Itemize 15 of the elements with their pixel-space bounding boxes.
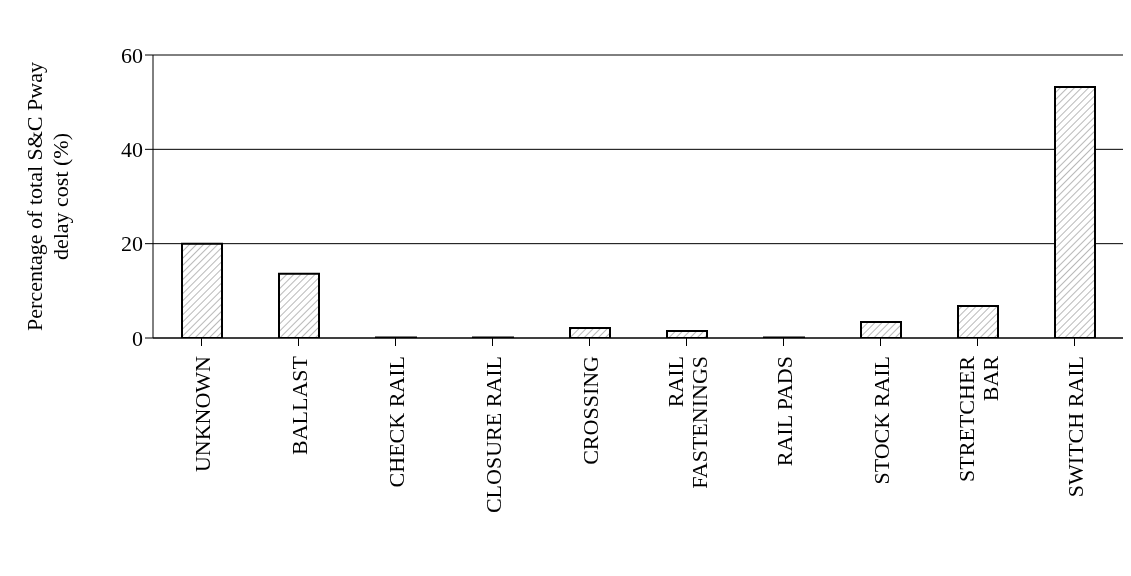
x-tick-label: STRETCHER BAR [953, 355, 1003, 482]
y-tick-label: 20 [121, 231, 143, 257]
x-tick-label: BALLAST [286, 355, 312, 455]
x-tick-label: SWITCH RAIL [1062, 356, 1088, 498]
y-tick-label: 40 [121, 137, 143, 163]
x-tick-label: STOCK RAIL [868, 356, 894, 485]
x-tick-label: RAIL FASTENINGS [662, 356, 712, 489]
x-tick-label: RAIL PADS [771, 356, 797, 467]
x-tick-label: UNKNOWN [189, 355, 215, 473]
y-axis-title: Percentage of total S&C Pway delay cost (%) [22, 62, 73, 331]
y-tick-label: 60 [121, 42, 143, 68]
x-tick-label: CHECK RAIL [383, 356, 409, 488]
y-tick-label: 0 [132, 325, 143, 351]
x-tick-label: CROSSING [577, 355, 603, 465]
x-tick-label: CLOSURE RAIL [480, 356, 506, 514]
